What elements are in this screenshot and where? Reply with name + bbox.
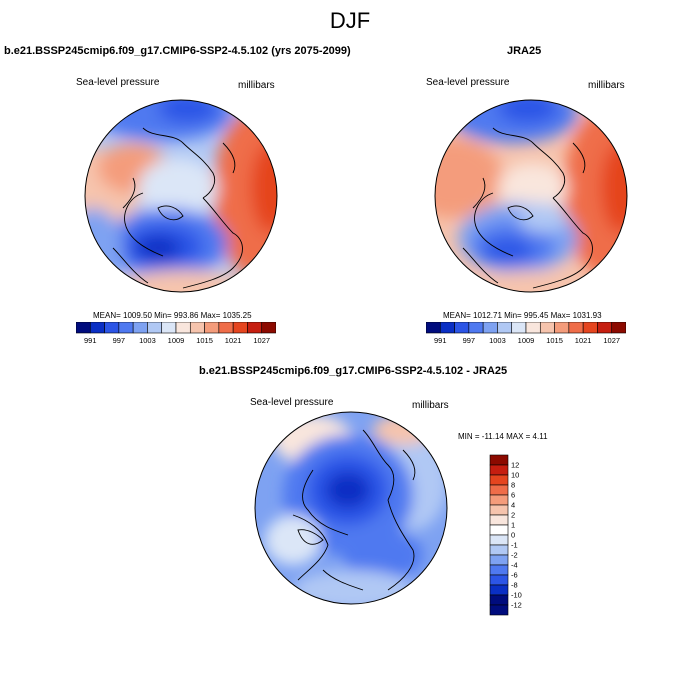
panel3-stats: MIN = -11.14 MAX = 4.11 <box>458 432 548 441</box>
panel2-polar-map <box>434 99 628 293</box>
panel2-colorbar-tick-label: 1027 <box>603 336 620 345</box>
panel1-title: b.e21.BSSP245cmip6.f09_g17.CMIP6-SSP2-4.… <box>4 45 351 57</box>
panel2-colorbar-swatch <box>454 322 470 334</box>
panel1-colorbar-tick-label: 1027 <box>253 336 270 345</box>
panel2-colorbar-swatch <box>468 322 484 334</box>
panel1-colorbar-swatch <box>76 322 91 334</box>
panel3-colorbar-swatch <box>489 594 509 606</box>
panel2-field-label: Sea-level pressure <box>426 77 510 88</box>
panel3-colorbar-tick-label: 0 <box>511 531 515 540</box>
panel3-colorbar-tick-label: 8 <box>511 481 515 490</box>
panel3-colorbar-swatch <box>489 524 509 536</box>
panel1-colorbar-swatch <box>161 322 177 334</box>
panel3-colorbar-tick-label: 1 <box>511 521 515 530</box>
panel3-colorbar-tick-label: -10 <box>511 591 522 600</box>
panel2-colorbar: 991997100310091015102110271033 <box>426 322 626 345</box>
panel3-colorbar-swatch <box>489 544 509 556</box>
panel3-colorbar-swatch <box>489 564 509 576</box>
panel2-colorbar-swatch <box>554 322 570 334</box>
panel3-colorbar-tick-label: 6 <box>511 491 515 500</box>
panel3-colorbar-tick-label: 2 <box>511 511 515 520</box>
panel1-colorbar-tick-label: 1015 <box>196 336 213 345</box>
panel1-colorbar-swatch <box>261 322 276 334</box>
panel3-colorbar-swatch <box>489 534 509 546</box>
panel1-colorbar-swatch <box>132 322 148 334</box>
panel1-colorbar-tick-label: 1021 <box>225 336 242 345</box>
panel2-colorbar-swatch <box>525 322 541 334</box>
panel3-colorbar-tick-label: 10 <box>511 471 519 480</box>
panel1-units-label: millibars <box>238 80 275 91</box>
panel2-colorbar-swatch <box>511 322 527 334</box>
panel3-units-label: millibars <box>412 400 449 411</box>
panel1-stats: MEAN= 1009.50 Min= 993.86 Max= 1035.25 <box>93 311 252 320</box>
panel2-title: JRA25 <box>507 45 542 57</box>
panel2-colorbar-tick-label: 991 <box>434 336 447 345</box>
panel2-colorbar-swatch <box>439 322 455 334</box>
panel1-colorbar-swatch <box>247 322 263 334</box>
panel1-colorbar: 991997100310091015102110271033 <box>76 322 276 345</box>
panel2-colorbar-swatch <box>568 322 584 334</box>
panel3-colorbar-tick-label: -1 <box>511 541 518 550</box>
panel2-colorbar-swatch <box>597 322 613 334</box>
panel2-stats: MEAN= 1012.71 Min= 995.45 Max= 1031.93 <box>443 311 602 320</box>
panel3-polar-map <box>254 411 448 605</box>
panel3-field-label: Sea-level pressure <box>250 397 334 408</box>
panel1-colorbar-swatch <box>89 322 105 334</box>
panel3-colorbar-swatch <box>489 494 509 506</box>
panel1-colorbar-swatch <box>232 322 248 334</box>
panel1-colorbar-swatch <box>189 322 205 334</box>
panel2-colorbar-tick-label: 1003 <box>489 336 506 345</box>
panel3-colorbar-swatch <box>489 574 509 586</box>
panel1-colorbar-tick-label: 1009 <box>168 336 185 345</box>
panel3-colorbar-swatch <box>489 604 509 616</box>
panel3-colorbar-tick-label: 12 <box>511 461 519 470</box>
panel3-colorbar-swatch <box>489 584 509 596</box>
panel1-colorbar-tick-label: 1003 <box>139 336 156 345</box>
panel2-colorbar-swatch <box>482 322 498 334</box>
panel3-colorbar-swatch <box>489 454 509 466</box>
panel1-colorbar-swatch <box>104 322 120 334</box>
panel3-colorbar-tick-label: -6 <box>511 571 518 580</box>
panel1-colorbar-tick-label: 991 <box>84 336 97 345</box>
panel3-colorbar-tick-label: -4 <box>511 561 518 570</box>
panel2-colorbar-swatch <box>426 322 441 334</box>
panel3-colorbar-swatch <box>489 484 509 496</box>
panel3-colorbar-swatch <box>489 464 509 476</box>
panel2-colorbar-swatch <box>582 322 598 334</box>
panel3-colorbar-swatch <box>489 504 509 516</box>
panel2-colorbar-tick-label: 1021 <box>575 336 592 345</box>
panel3-colorbar-tick-label: -2 <box>511 551 518 560</box>
panel1-colorbar-swatch <box>147 322 163 334</box>
panel2-colorbar-swatch <box>539 322 555 334</box>
panel2-colorbar-tick-label: 1009 <box>518 336 535 345</box>
panel1-colorbar-tick-label: 997 <box>113 336 126 345</box>
panel1-polar-map <box>84 99 278 293</box>
panel3-colorbar-swatch <box>489 514 509 526</box>
panel3-colorbar-tick-label: 4 <box>511 501 515 510</box>
panel3-colorbar-tick-label: -12 <box>511 601 522 610</box>
panel2-colorbar-swatch <box>497 322 513 334</box>
panel3-colorbar-swatch <box>489 474 509 486</box>
figure-title: DJF <box>329 8 371 33</box>
panel2-colorbar-tick-label: 1015 <box>546 336 563 345</box>
panel1-colorbar-swatch <box>204 322 220 334</box>
panel3-colorbar-swatch <box>489 554 509 566</box>
panel3-colorbar-tick-label: -8 <box>511 581 518 590</box>
panel1-colorbar-swatch <box>218 322 234 334</box>
panel2-units-label: millibars <box>588 80 625 91</box>
panel2-colorbar-swatch <box>611 322 626 334</box>
panel2-colorbar-tick-label: 997 <box>463 336 476 345</box>
panel1-colorbar-swatch <box>175 322 191 334</box>
panel1-colorbar-swatch <box>118 322 134 334</box>
panel1-field-label: Sea-level pressure <box>76 77 160 88</box>
panel3-title: b.e21.BSSP245cmip6.f09_g17.CMIP6-SSP2-4.… <box>199 365 508 377</box>
